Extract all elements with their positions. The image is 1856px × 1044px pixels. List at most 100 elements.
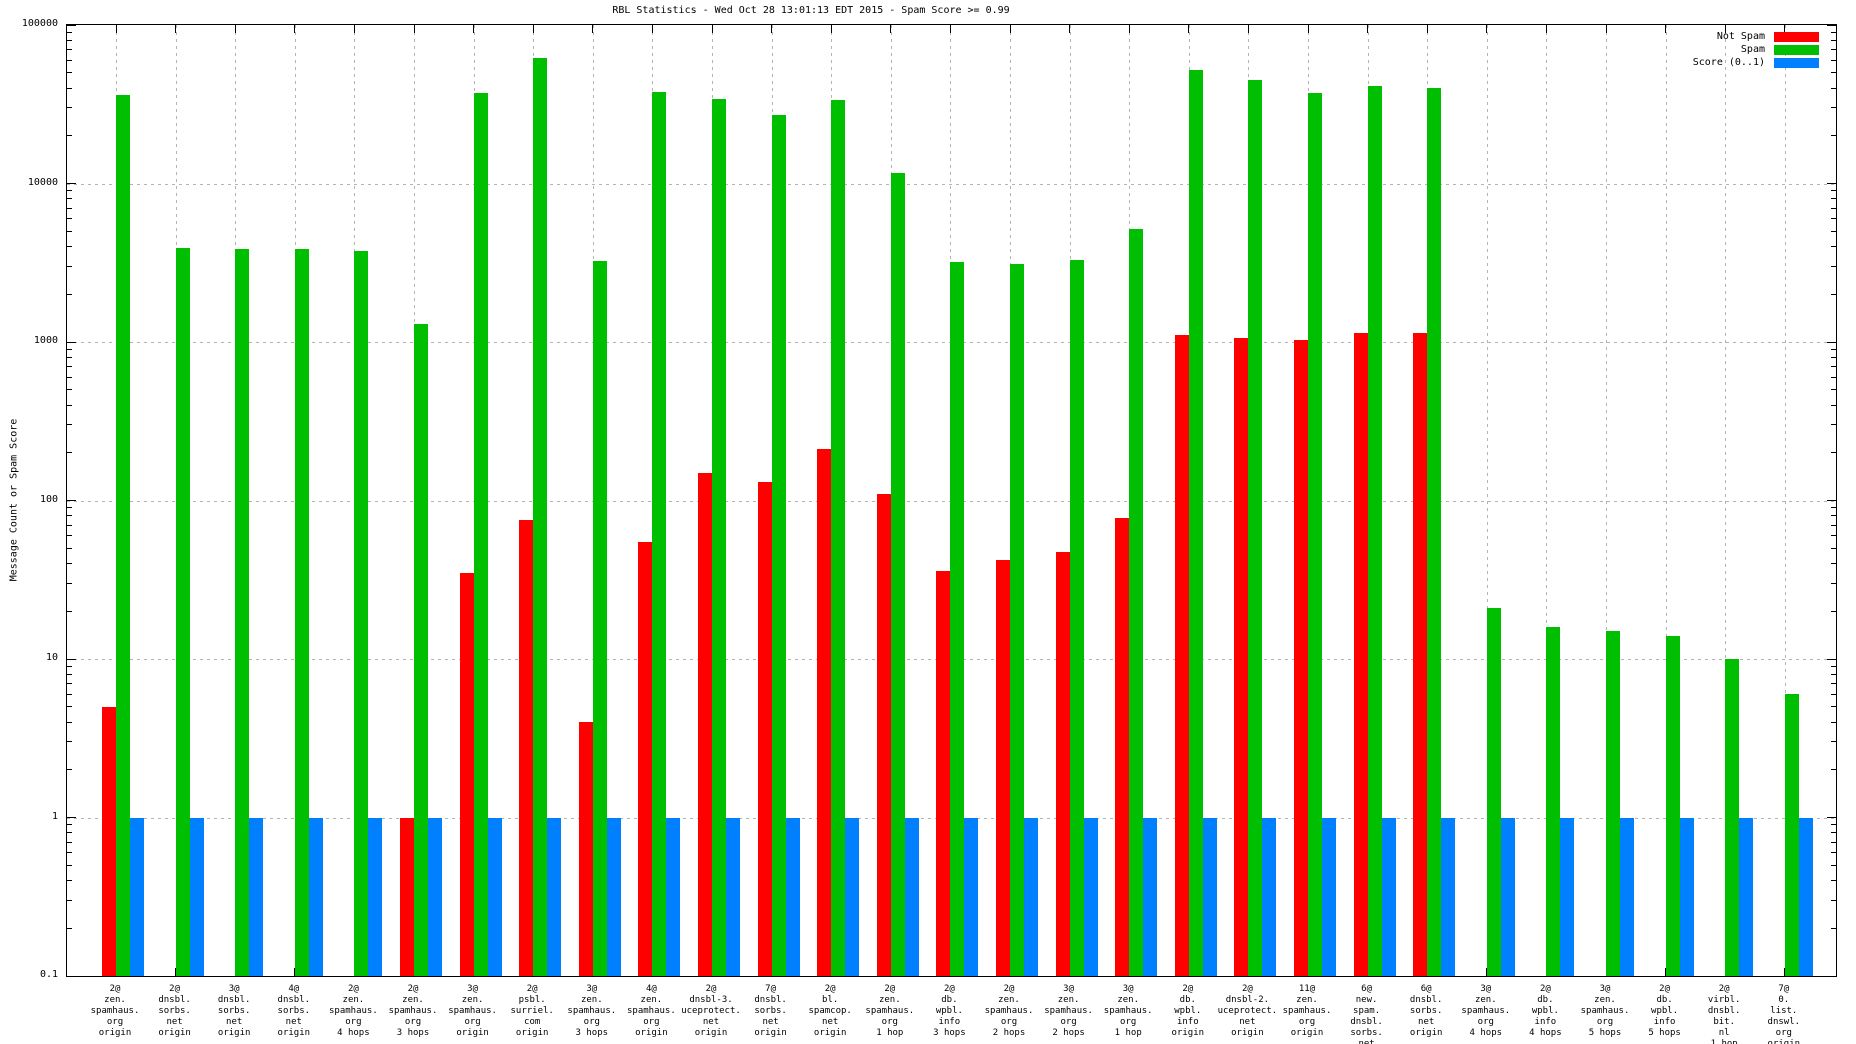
- x-category-label-line: 1 hop: [1710, 1039, 1738, 1044]
- x-category-label-line: com: [524, 1017, 541, 1027]
- bar-score-0-1: [368, 817, 383, 976]
- gridline-horizontal: [67, 183, 1836, 185]
- x-category-label-line: org: [1477, 1017, 1494, 1027]
- y-minor-tick-right: [1831, 769, 1836, 771]
- bar-spam: [652, 91, 667, 976]
- legend-label: Score (0..1): [1692, 57, 1765, 68]
- x-category-label-line: origin: [694, 1028, 728, 1038]
- bar-score-0-1: [845, 817, 860, 976]
- x-category-label-line: 2@: [407, 984, 419, 994]
- x-category-label-line: virbl.: [1707, 995, 1741, 1005]
- legend-label: Not Spam: [1716, 31, 1765, 42]
- x-tick-top: [1009, 25, 1011, 33]
- legend-row: Spam: [1693, 43, 1819, 56]
- x-category-label-line: zen.: [342, 995, 365, 1005]
- y-major-tick-left: [67, 817, 76, 818]
- bar-spam: [1129, 228, 1144, 976]
- y-minor-tick-left: [67, 524, 72, 526]
- x-category-label-line: spamhaus.: [567, 1006, 617, 1016]
- y-minor-tick-left: [67, 135, 72, 137]
- bar-not-spam: [638, 541, 653, 976]
- y-minor-tick-left: [67, 107, 72, 109]
- y-minor-tick-left: [67, 673, 72, 675]
- x-category-label-line: dnsbl-2.: [1225, 995, 1270, 1005]
- x-category-label-line: 7@: [1778, 984, 1790, 994]
- x-category-label-line: 3@: [1599, 984, 1611, 994]
- y-minor-tick-right: [1831, 348, 1836, 350]
- bar-not-spam: [519, 520, 534, 976]
- x-category-label-line: org: [1120, 1017, 1137, 1027]
- y-minor-tick-left: [67, 59, 72, 61]
- x-tick-top: [830, 25, 832, 33]
- y-minor-tick-right: [1831, 135, 1836, 137]
- x-category-label-line: dnsbl.: [1707, 1006, 1741, 1016]
- x-tick-top: [949, 25, 951, 33]
- y-minor-tick-left: [67, 207, 72, 209]
- x-category-label-line: net: [702, 1017, 720, 1027]
- bar-score-0-1: [547, 817, 562, 976]
- bar-not-spam: [1413, 332, 1428, 976]
- y-major-tick-left: [67, 500, 76, 501]
- x-tick-top: [234, 25, 236, 33]
- x-category-label-line: db.: [1537, 995, 1554, 1005]
- x-category-label-line: zen.: [1117, 995, 1140, 1005]
- x-category-label-line: 4 hops: [1469, 1028, 1503, 1038]
- y-minor-tick-left: [67, 356, 72, 358]
- x-category-label-line: org: [583, 1017, 600, 1027]
- bar-spam: [771, 115, 786, 976]
- bar-not-spam: [1353, 332, 1368, 976]
- x-category-label-line: 1 hop: [1114, 1028, 1142, 1038]
- bar-spam: [1367, 86, 1382, 976]
- y-minor-tick-right: [1831, 389, 1836, 391]
- x-tick-top: [1426, 25, 1428, 33]
- x-tick-top: [1605, 25, 1607, 33]
- y-minor-tick-left: [67, 683, 72, 685]
- x-tick-top: [532, 25, 534, 33]
- x-category-label-line: org: [1298, 1017, 1316, 1027]
- x-category-label-line: 6@: [1420, 984, 1432, 994]
- legend-label: Spam: [1740, 44, 1765, 55]
- y-minor-tick-left: [67, 693, 72, 695]
- y-minor-tick-right: [1831, 524, 1836, 526]
- x-category-label-line: net: [1358, 1039, 1375, 1044]
- y-minor-tick-right: [1831, 582, 1836, 584]
- x-tick-top: [1128, 25, 1130, 33]
- legend: Not Spam Spam Score (0..1): [1693, 30, 1819, 69]
- y-minor-tick-left: [67, 563, 72, 565]
- x-category-label-line: dnsbl-3.: [689, 995, 733, 1005]
- x-category-label-line: 3@: [1122, 984, 1134, 994]
- x-category-label-line: 5 hops: [1648, 1028, 1681, 1038]
- x-category-label-line: 2 hops: [1052, 1028, 1085, 1038]
- y-minor-tick-left: [67, 246, 72, 248]
- y-minor-tick-right: [1831, 841, 1836, 843]
- x-category-label-line: 2@: [109, 984, 121, 994]
- x-category-label-line: sorbs.: [217, 1006, 251, 1016]
- y-tick-label: 10: [45, 652, 58, 663]
- y-major-tick-left: [67, 975, 76, 977]
- x-category-label: 2@ dnsbl-2. uceprotect. net origin: [1218, 984, 1278, 1039]
- x-category-label-line: spamhaus.: [865, 1006, 915, 1016]
- x-tick-top: [711, 25, 713, 33]
- x-category-label: 2@ bl. spamcop. net origin: [809, 984, 852, 1039]
- bar-score-0-1: [130, 817, 144, 976]
- y-minor-tick-right: [1831, 832, 1836, 834]
- bar-not-spam: [698, 472, 712, 976]
- y-minor-tick-left: [67, 404, 72, 406]
- gridline-vertical: [1606, 25, 1607, 976]
- y-minor-tick-left: [67, 452, 72, 454]
- y-major-tick-left: [67, 341, 76, 343]
- x-category-label-line: net: [285, 1017, 302, 1027]
- x-category-label: 3@ zen. spamhaus. org 4 hops: [1461, 984, 1510, 1039]
- x-category-label: 2@ virbl. dnsbl. bit. nl 1 hop: [1708, 984, 1741, 1044]
- y-minor-tick-right: [1831, 404, 1836, 406]
- x-category-label-line: origin: [456, 1028, 489, 1038]
- x-category-label-line: origin: [515, 1028, 549, 1038]
- x-category-label-line: 2@: [705, 984, 717, 994]
- y-minor-tick-right: [1831, 721, 1836, 723]
- y-tick-label: 0.1: [39, 969, 58, 980]
- y-minor-tick-left: [67, 348, 72, 350]
- x-category-label-line: 1 hop: [876, 1028, 904, 1038]
- x-category-label-line: db.: [1656, 995, 1673, 1005]
- y-minor-tick-left: [67, 424, 72, 426]
- bar-not-spam: [1174, 335, 1189, 976]
